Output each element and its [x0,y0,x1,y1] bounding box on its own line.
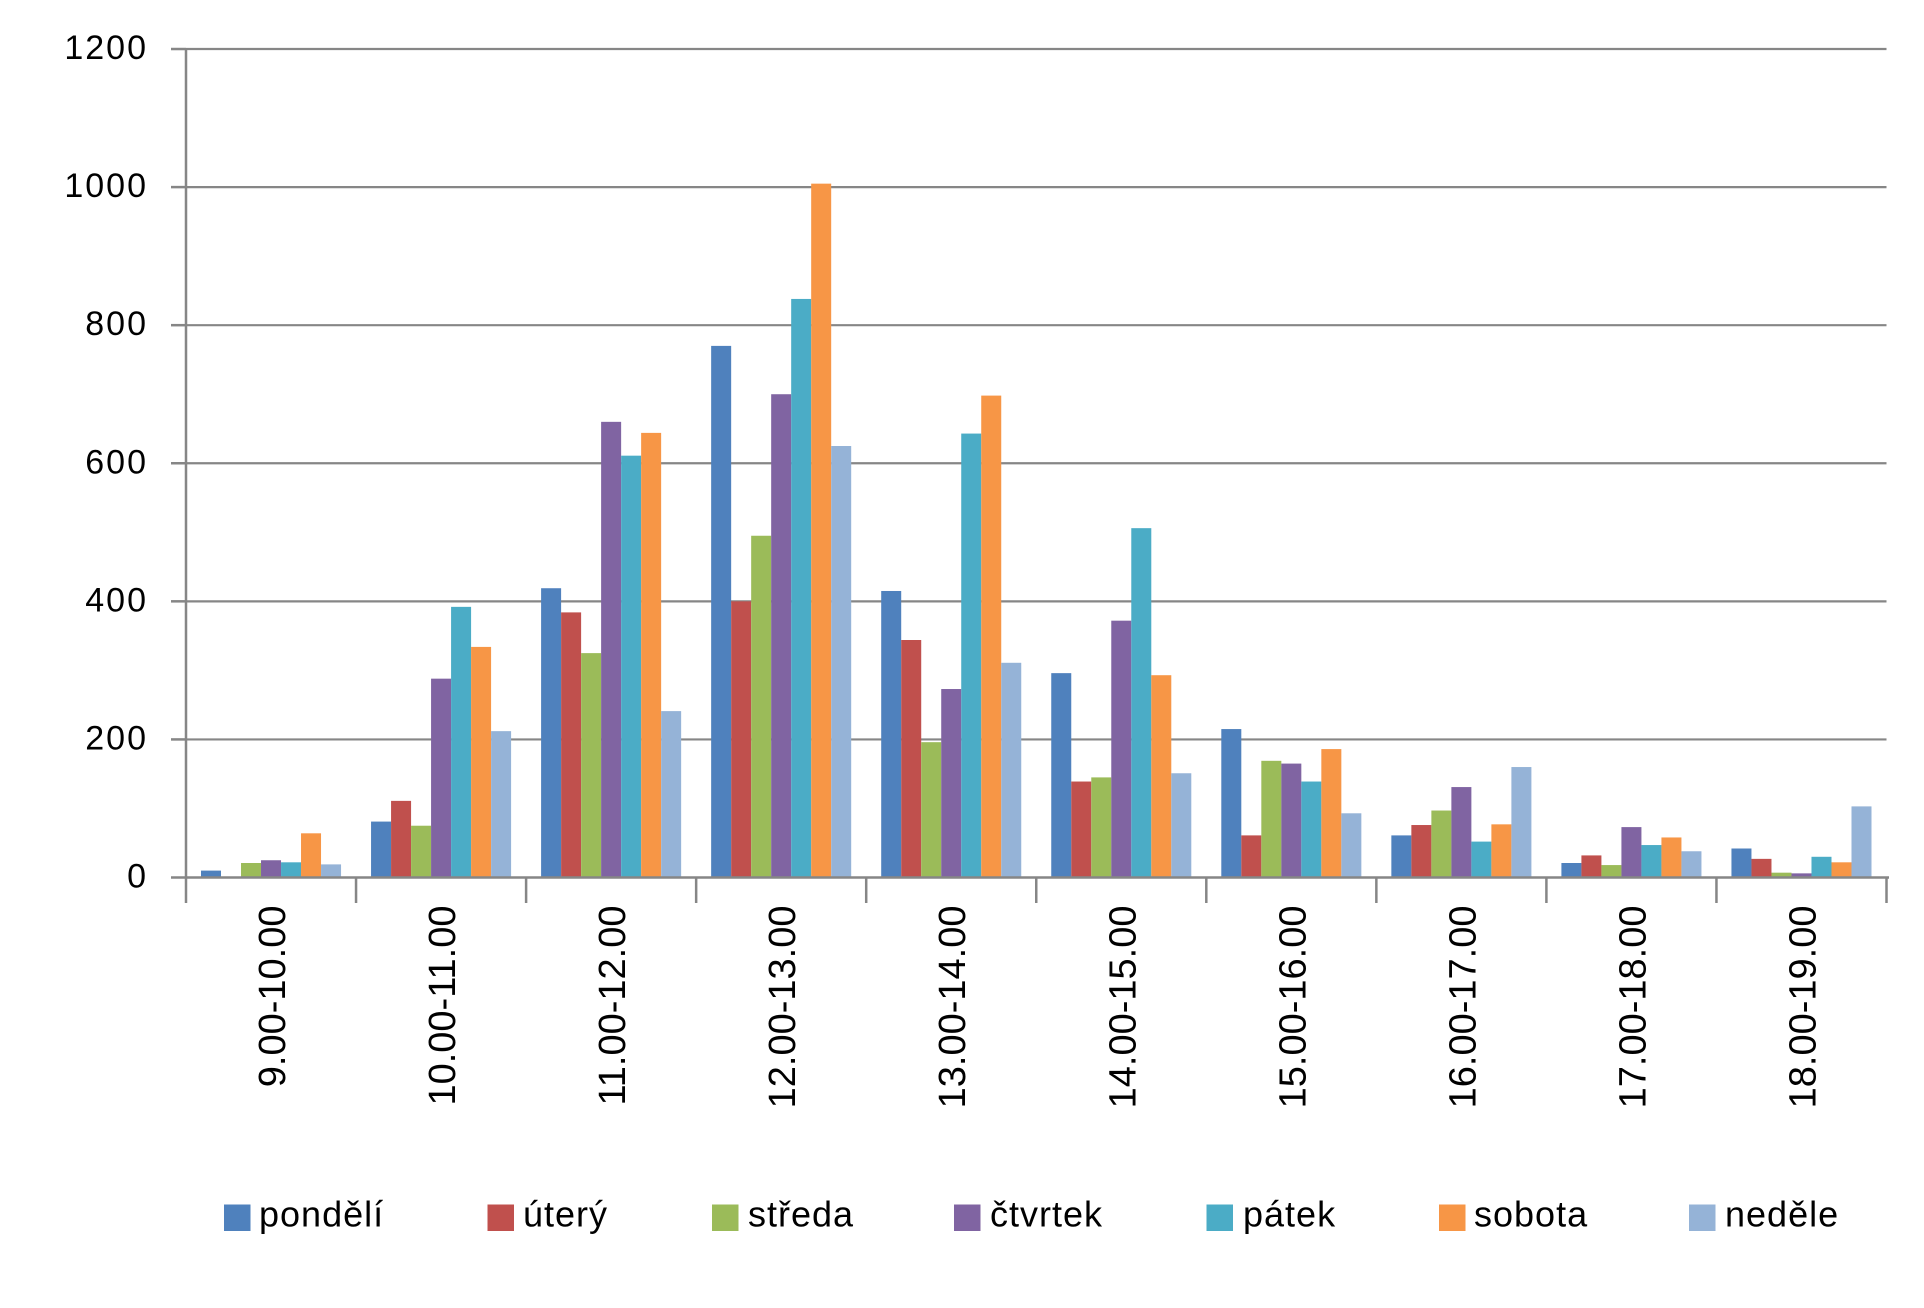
svg-text:13.00-14.00: 13.00-14.00 [932,905,974,1108]
svg-text:16.00-17.00: 16.00-17.00 [1442,906,1484,1109]
svg-text:15.00-16.00: 15.00-16.00 [1272,906,1314,1109]
svg-text:200: 200 [85,719,148,757]
svg-text:středa: středa [748,1194,854,1235]
svg-text:úterý: úterý [523,1194,608,1235]
svg-text:čtvrtek: čtvrtek [990,1194,1103,1235]
svg-text:12.00-13.00: 12.00-13.00 [762,906,804,1109]
svg-text:1200: 1200 [64,29,148,67]
svg-text:600: 600 [85,443,148,481]
svg-text:neděle: neděle [1725,1194,1839,1235]
svg-text:18.00-19.00: 18.00-19.00 [1783,906,1825,1109]
svg-text:0: 0 [127,858,148,896]
svg-text:pondělí: pondělí [259,1194,384,1235]
svg-text:11.00-12.00: 11.00-12.00 [592,906,634,1106]
svg-text:800: 800 [85,305,148,343]
svg-text:1000: 1000 [64,167,148,205]
svg-text:10.00-11.00: 10.00-11.00 [422,906,464,1106]
svg-text:pátek: pátek [1243,1194,1336,1235]
svg-text:sobota: sobota [1474,1194,1588,1235]
svg-text:400: 400 [85,581,148,619]
svg-text:9.00-10.00: 9.00-10.00 [252,906,294,1088]
svg-text:14.00-15.00: 14.00-15.00 [1102,906,1144,1109]
svg-text:17.00-18.00: 17.00-18.00 [1612,906,1654,1109]
